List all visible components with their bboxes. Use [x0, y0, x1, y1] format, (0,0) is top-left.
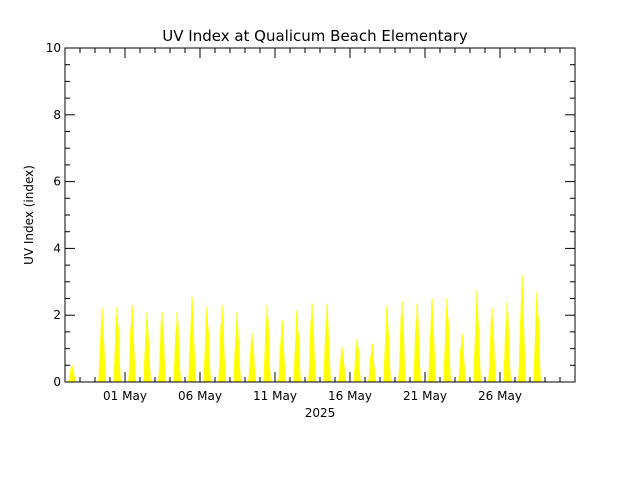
y-tick-label: 4 [53, 241, 61, 255]
x-axis: 01 May 06 May 11 May 16 May 21 May 26 May [64, 48, 576, 403]
y-tick-label: 0 [53, 375, 61, 389]
x-tick-label: 06 May [178, 389, 222, 403]
x-tick-label: 16 May [328, 389, 372, 403]
plot-frame [64, 47, 576, 383]
y-tick-label: 8 [53, 108, 61, 122]
y-tick-label: 6 [53, 175, 61, 189]
y-axis-label: UV Index (index) [22, 165, 36, 265]
y-axis: 0 2 4 6 8 10 [46, 41, 575, 389]
x-tick-label: 21 May [403, 389, 447, 403]
y-tick-label: 2 [53, 308, 61, 322]
uv-series-area [67, 275, 542, 383]
x-tick-label: 01 May [103, 389, 147, 403]
y-tick-label: 10 [46, 41, 61, 55]
chart-title: UV Index at Qualicum Beach Elementary [162, 27, 468, 45]
x-tick-label: 26 May [478, 389, 522, 403]
x-axis-label: 2025 [305, 406, 336, 420]
x-tick-label: 11 May [253, 389, 297, 403]
